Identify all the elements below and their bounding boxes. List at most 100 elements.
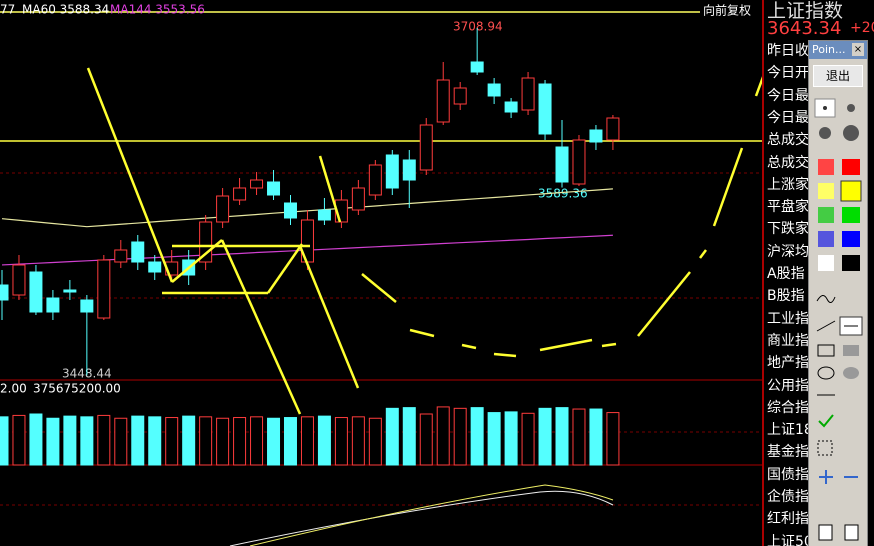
candle-body xyxy=(351,187,365,211)
legend-cut: 77 xyxy=(0,3,15,17)
sidebar-row[interactable]: 上证50 xyxy=(767,533,813,546)
vol-cut: 2.00 xyxy=(0,382,27,396)
tool[interactable] xyxy=(818,183,834,199)
volume-bar xyxy=(250,416,264,466)
volume-bar xyxy=(63,415,77,466)
candle-body xyxy=(572,139,586,185)
adjust[interactable]: 向前复权 xyxy=(703,3,751,18)
sidebar-row[interactable]: B股指 xyxy=(767,288,805,305)
candle-body xyxy=(216,195,230,223)
candle-body xyxy=(46,297,60,313)
volume-bar xyxy=(436,406,450,466)
tool[interactable] xyxy=(817,366,835,380)
exit-button[interactable]: 退出 xyxy=(813,65,863,87)
volume-bar xyxy=(351,416,365,466)
chart: 77 MA60 3588.34 MA144 3553.56 向前复权 3708.… xyxy=(0,3,762,546)
tool[interactable] xyxy=(816,320,836,332)
tool[interactable] xyxy=(818,231,834,247)
sidebar-row[interactable]: A股指 xyxy=(767,266,805,282)
sidebar-row[interactable]: 今日开 xyxy=(767,65,809,82)
candle-body xyxy=(555,146,569,183)
candle-body xyxy=(63,289,77,293)
sidebar-row[interactable]: 基金指 xyxy=(767,444,809,461)
sidebar-row[interactable]: 上涨家 xyxy=(767,176,809,193)
volume-bar xyxy=(487,412,501,466)
candle-body xyxy=(0,284,9,301)
tool[interactable] xyxy=(818,255,834,271)
volume-bar xyxy=(589,408,603,466)
close-button[interactable]: × xyxy=(852,43,864,56)
candle-body xyxy=(470,61,484,73)
tool[interactable] xyxy=(842,207,860,223)
candle-body xyxy=(97,259,111,319)
tool[interactable] xyxy=(818,207,834,223)
volume-bar xyxy=(419,413,433,466)
sidebar-row[interactable]: 今日最 xyxy=(767,109,809,126)
volume-bar xyxy=(572,408,586,466)
sidebar-row[interactable]: 沪深均 xyxy=(767,243,809,260)
sidebar-row[interactable]: 昨日收 xyxy=(767,43,809,59)
tool[interactable] xyxy=(842,231,860,247)
sidebar-row[interactable]: 总成交 xyxy=(767,132,809,149)
sidebar-row[interactable]: 综合指 xyxy=(767,399,809,416)
candle-body xyxy=(402,159,416,181)
candle-body xyxy=(250,179,264,189)
toolbar-title-text: Poin... xyxy=(812,43,846,56)
candle-body xyxy=(589,129,603,143)
volume-bar xyxy=(402,407,416,466)
tool[interactable] xyxy=(818,414,834,428)
tool[interactable] xyxy=(847,104,855,112)
sidebar-row[interactable]: 总成交 xyxy=(767,154,809,171)
tool[interactable] xyxy=(816,295,836,303)
toolbar-title: Poin... × xyxy=(809,41,867,59)
sidebar-row[interactable]: 平盘家 xyxy=(767,199,809,216)
sidebar-row[interactable]: 企债指 xyxy=(767,489,809,505)
tool[interactable] xyxy=(818,524,833,541)
volume-bar xyxy=(182,415,196,466)
sidebar-row[interactable]: 红利指 xyxy=(767,511,809,528)
sidebar-row[interactable]: 公用指 xyxy=(767,377,809,394)
candle-body xyxy=(114,249,128,263)
sidebar-row[interactable]: 今日最 xyxy=(767,87,809,104)
sidebar-row[interactable]: 地产指 xyxy=(767,355,809,372)
candle-body xyxy=(148,261,162,273)
legend-ma144: MA144 3553.56 xyxy=(110,3,205,17)
sidebar-row[interactable]: 商业指 xyxy=(767,332,809,349)
tool[interactable] xyxy=(842,159,860,175)
volume-bar xyxy=(368,417,382,466)
volume-bar xyxy=(385,407,399,466)
sidebar-row[interactable]: 工业指 xyxy=(767,310,809,327)
candle-body xyxy=(453,87,467,105)
recent-low-label: 3589.36 xyxy=(538,187,588,201)
volume-bar xyxy=(300,416,314,466)
candle-body xyxy=(283,202,297,219)
sidebar-row[interactable]: 下跌家 xyxy=(767,221,809,238)
tool[interactable] xyxy=(819,127,831,139)
tool[interactable] xyxy=(840,180,862,202)
index-title: 上证指数 xyxy=(767,0,844,22)
toolbar: Poin... × 退出 xyxy=(808,40,868,546)
candle-body xyxy=(131,241,145,263)
volume-bar xyxy=(233,417,247,466)
tool-icons xyxy=(814,98,863,541)
tool[interactable] xyxy=(817,344,835,357)
tool[interactable] xyxy=(843,125,859,141)
candle-body xyxy=(504,101,518,113)
candle-body xyxy=(419,124,433,171)
tool[interactable] xyxy=(817,440,833,456)
volume-bar xyxy=(606,412,620,466)
tool[interactable] xyxy=(842,255,860,271)
candle-body xyxy=(12,264,26,296)
tool[interactable] xyxy=(818,159,834,175)
volume-bar xyxy=(165,417,179,466)
volume-bar xyxy=(148,416,162,466)
volume-bar xyxy=(12,414,26,466)
candle-body xyxy=(29,271,43,313)
candle-body xyxy=(385,154,399,189)
volume-bar xyxy=(504,411,518,466)
volume-bar xyxy=(114,417,128,466)
sidebar-row[interactable]: 上证18 xyxy=(767,422,813,439)
candle-body xyxy=(606,117,620,141)
sidebar-row[interactable]: 国债指 xyxy=(767,466,809,483)
